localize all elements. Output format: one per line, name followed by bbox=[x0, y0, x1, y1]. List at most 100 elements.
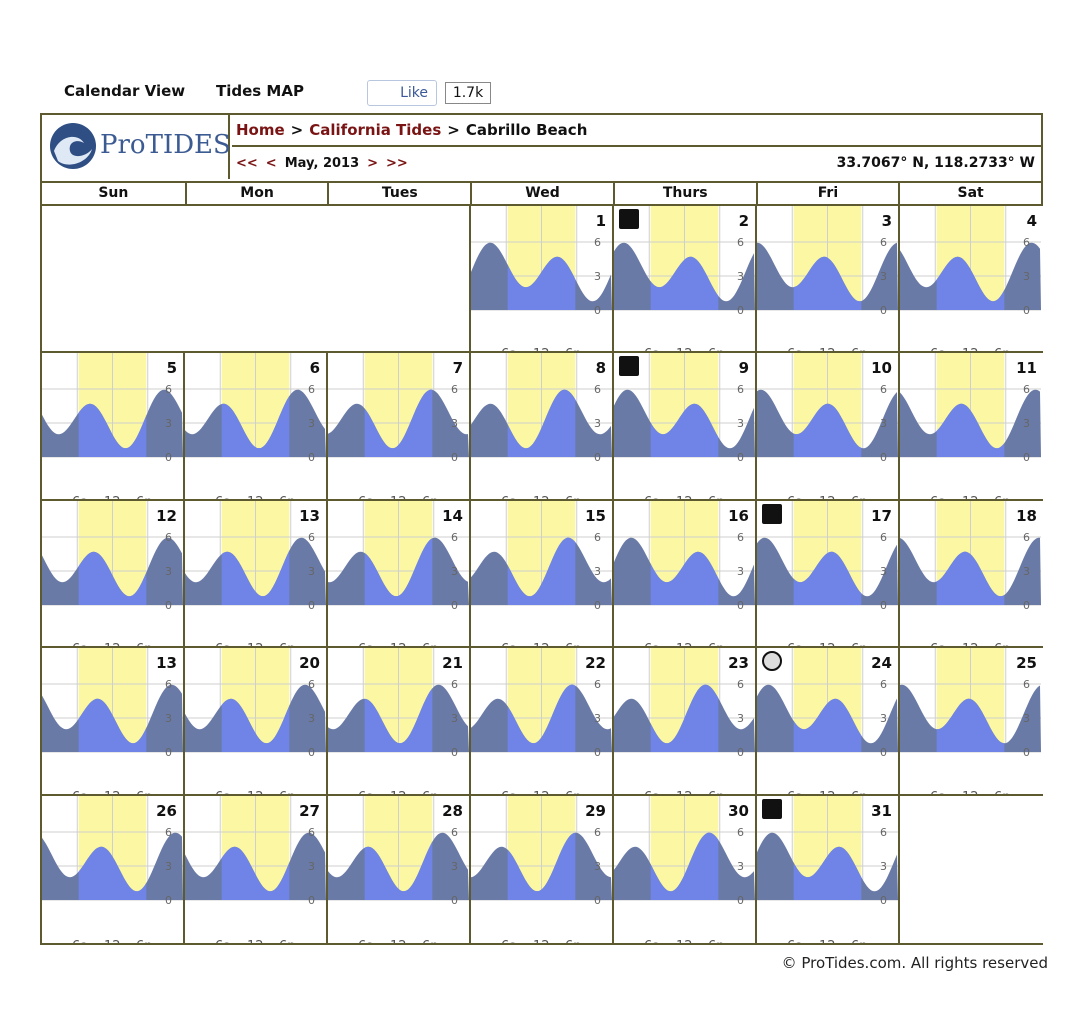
y-axis-label: 6 bbox=[880, 383, 887, 396]
day-cell[interactable]: 6 3 0 7 6a 12 6p bbox=[328, 353, 471, 501]
day-cell[interactable]: 6 3 0 31 6a 12 6p bbox=[757, 795, 900, 943]
time-tick-label: 6p bbox=[708, 939, 725, 943]
day-cell[interactable]: 6 3 0 18 6a 12 6p bbox=[900, 500, 1043, 649]
y-axis-label: 6 bbox=[165, 826, 172, 839]
tide-area-day bbox=[507, 390, 576, 458]
day-cell[interactable]: 6 3 0 14 6a 12 6p bbox=[328, 500, 471, 649]
day-cell[interactable]: 6 3 0 22 6a 12 6p bbox=[471, 648, 614, 796]
day-cell[interactable]: 6 3 0 27 6a 12 6p bbox=[185, 795, 328, 943]
time-tick-label: 6a bbox=[358, 939, 374, 943]
day-cell[interactable]: 6 3 0 24 6a 12 6p bbox=[757, 648, 900, 796]
day-cell[interactable]: 6 3 0 2 6a 12 6p bbox=[614, 206, 757, 354]
time-tick-label: 6p bbox=[994, 642, 1011, 646]
tide-area-day bbox=[364, 688, 433, 753]
day-cell[interactable]: 6 3 0 4 6a 12 6p bbox=[900, 206, 1043, 354]
y-axis-label: 6 bbox=[594, 236, 601, 249]
day-cell[interactable]: 6 3 0 26 6a 12 6p bbox=[42, 795, 185, 943]
day-cell[interactable]: 6 3 0 16 6a 12 6p bbox=[614, 500, 757, 649]
calendar-view-link[interactable]: Calendar View bbox=[64, 82, 186, 100]
new-moon-icon bbox=[762, 798, 782, 819]
day-number: 29 bbox=[585, 801, 606, 820]
day-number: 2 bbox=[738, 212, 749, 230]
day-cell[interactable]: 6 3 0 23 6a 12 6p bbox=[614, 648, 757, 796]
time-tick-label: 6p bbox=[851, 495, 868, 499]
tides-map-link[interactable]: Tides MAP bbox=[216, 82, 304, 100]
y-axis-label: 6 bbox=[737, 383, 744, 396]
day-cell[interactable]: 6 3 0 13 6a 12 6p bbox=[42, 648, 185, 796]
day-cell[interactable]: 630306a126p bbox=[614, 795, 757, 943]
day-number: 8 bbox=[595, 359, 606, 378]
tide-area-night bbox=[328, 684, 469, 753]
day-cell[interactable]: 6 3 0 1 6a 12 6p bbox=[471, 206, 614, 354]
y-axis-label: 6 bbox=[451, 678, 458, 691]
day-cell[interactable]: 6 3 0 17 6a 12 6p bbox=[757, 500, 900, 649]
tide-area-day bbox=[507, 684, 576, 753]
time-tick-label: 12 bbox=[819, 495, 836, 499]
day-cell[interactable]: 6 3 0 11 6a 12 6p bbox=[900, 353, 1043, 501]
tide-area-day bbox=[650, 256, 719, 310]
day-cell[interactable]: 6 3 0 25 6a 12 6p bbox=[900, 648, 1043, 796]
time-tick-label: 6a bbox=[215, 790, 231, 794]
time-tick-label: 12 bbox=[676, 939, 693, 943]
day-cell[interactable]: 6 3 0 3 6a 12 6p bbox=[757, 206, 900, 354]
tide-chart: 630 bbox=[757, 206, 898, 317]
day-cell[interactable]: 6 3 0 28 6a 12 6p bbox=[328, 795, 471, 943]
y-axis-label: 6 bbox=[165, 678, 172, 691]
time-tick-label: 12 bbox=[676, 495, 693, 499]
time-tick-label: 6p bbox=[708, 642, 725, 646]
day-cell[interactable]: 6 3 0 12 6a 12 6p bbox=[42, 500, 185, 649]
y-axis-label: 0 bbox=[594, 894, 601, 907]
tide-area-day bbox=[221, 846, 290, 900]
day-number: 17 bbox=[871, 506, 892, 525]
y-axis-label: 6 bbox=[880, 678, 887, 691]
protides-logo[interactable]: ProTIDES bbox=[42, 115, 231, 179]
tide-chart: 630 bbox=[614, 795, 755, 907]
tide-area-day bbox=[793, 846, 862, 900]
y-axis-label: 3 bbox=[594, 417, 601, 430]
day-cell[interactable]: 6 3 0 6 6a 12 6p bbox=[185, 353, 328, 501]
time-tick-label: 6a bbox=[72, 939, 88, 943]
y-axis-label: 6 bbox=[594, 678, 601, 691]
time-tick-label: 6p bbox=[565, 642, 582, 646]
next-month-link[interactable]: > bbox=[367, 155, 379, 171]
y-axis-label: 6 bbox=[165, 383, 172, 396]
day-cell[interactable]: 6 3 0 13 6a 12 6p bbox=[185, 500, 328, 649]
day-cell[interactable]: 6 3 0 9 6a 12 6p bbox=[614, 353, 757, 501]
y-axis-label: 6 bbox=[165, 531, 172, 544]
breadcrumb-california-tides[interactable]: California Tides bbox=[309, 121, 442, 139]
facebook-like-button[interactable]: Like bbox=[367, 80, 437, 106]
tide-area-day bbox=[78, 698, 147, 753]
tide-area-day bbox=[650, 551, 719, 605]
time-tick-label: 6a bbox=[72, 495, 88, 499]
time-tick-label: 12 bbox=[962, 347, 979, 351]
y-axis-label: 6 bbox=[1023, 383, 1030, 396]
next-year-link[interactable]: >> bbox=[386, 155, 408, 171]
day-cell[interactable]: 6 3 0 21 6a 12 6p bbox=[328, 648, 471, 796]
time-tick-label: 12 bbox=[533, 939, 550, 943]
day-cell[interactable]: 6 3 0 8 6a 12 6p bbox=[471, 353, 614, 501]
day-cell[interactable]: 6 3 0 10 6a 12 6p bbox=[757, 353, 900, 501]
day-cell[interactable]: 6 3 0 20 6a 12 6p bbox=[185, 648, 328, 796]
y-axis-label: 0 bbox=[737, 894, 744, 907]
tide-chart: 630 bbox=[42, 500, 183, 612]
day-cell[interactable]: 6 3 0 29 6a 12 6p bbox=[471, 795, 614, 943]
tide-area-night bbox=[328, 832, 469, 900]
prev-year-link[interactable]: << bbox=[236, 155, 258, 171]
day-number: 31 bbox=[871, 801, 892, 820]
prev-month-link[interactable]: < bbox=[265, 155, 277, 171]
tide-chart: 630 bbox=[471, 648, 612, 759]
tide-area-night bbox=[185, 684, 326, 753]
breadcrumb-home[interactable]: Home bbox=[236, 121, 285, 139]
y-axis-label: 0 bbox=[737, 746, 744, 759]
y-axis-label: 3 bbox=[594, 860, 601, 873]
tide-chart: 630 bbox=[471, 795, 612, 907]
time-tick-label: 6a bbox=[215, 642, 231, 646]
tide-area-day bbox=[793, 256, 862, 310]
time-tick-label: 6p bbox=[565, 347, 582, 351]
day-cell[interactable]: 6 3 0 5 6a 12 6p bbox=[42, 353, 185, 501]
day-cell[interactable]: 6 3 0 15 6a 12 6p bbox=[471, 500, 614, 649]
y-axis-label: 3 bbox=[165, 860, 172, 873]
tide-area-night bbox=[328, 390, 469, 458]
day-number: 25 bbox=[1016, 654, 1037, 673]
y-axis-label: 0 bbox=[880, 894, 887, 907]
